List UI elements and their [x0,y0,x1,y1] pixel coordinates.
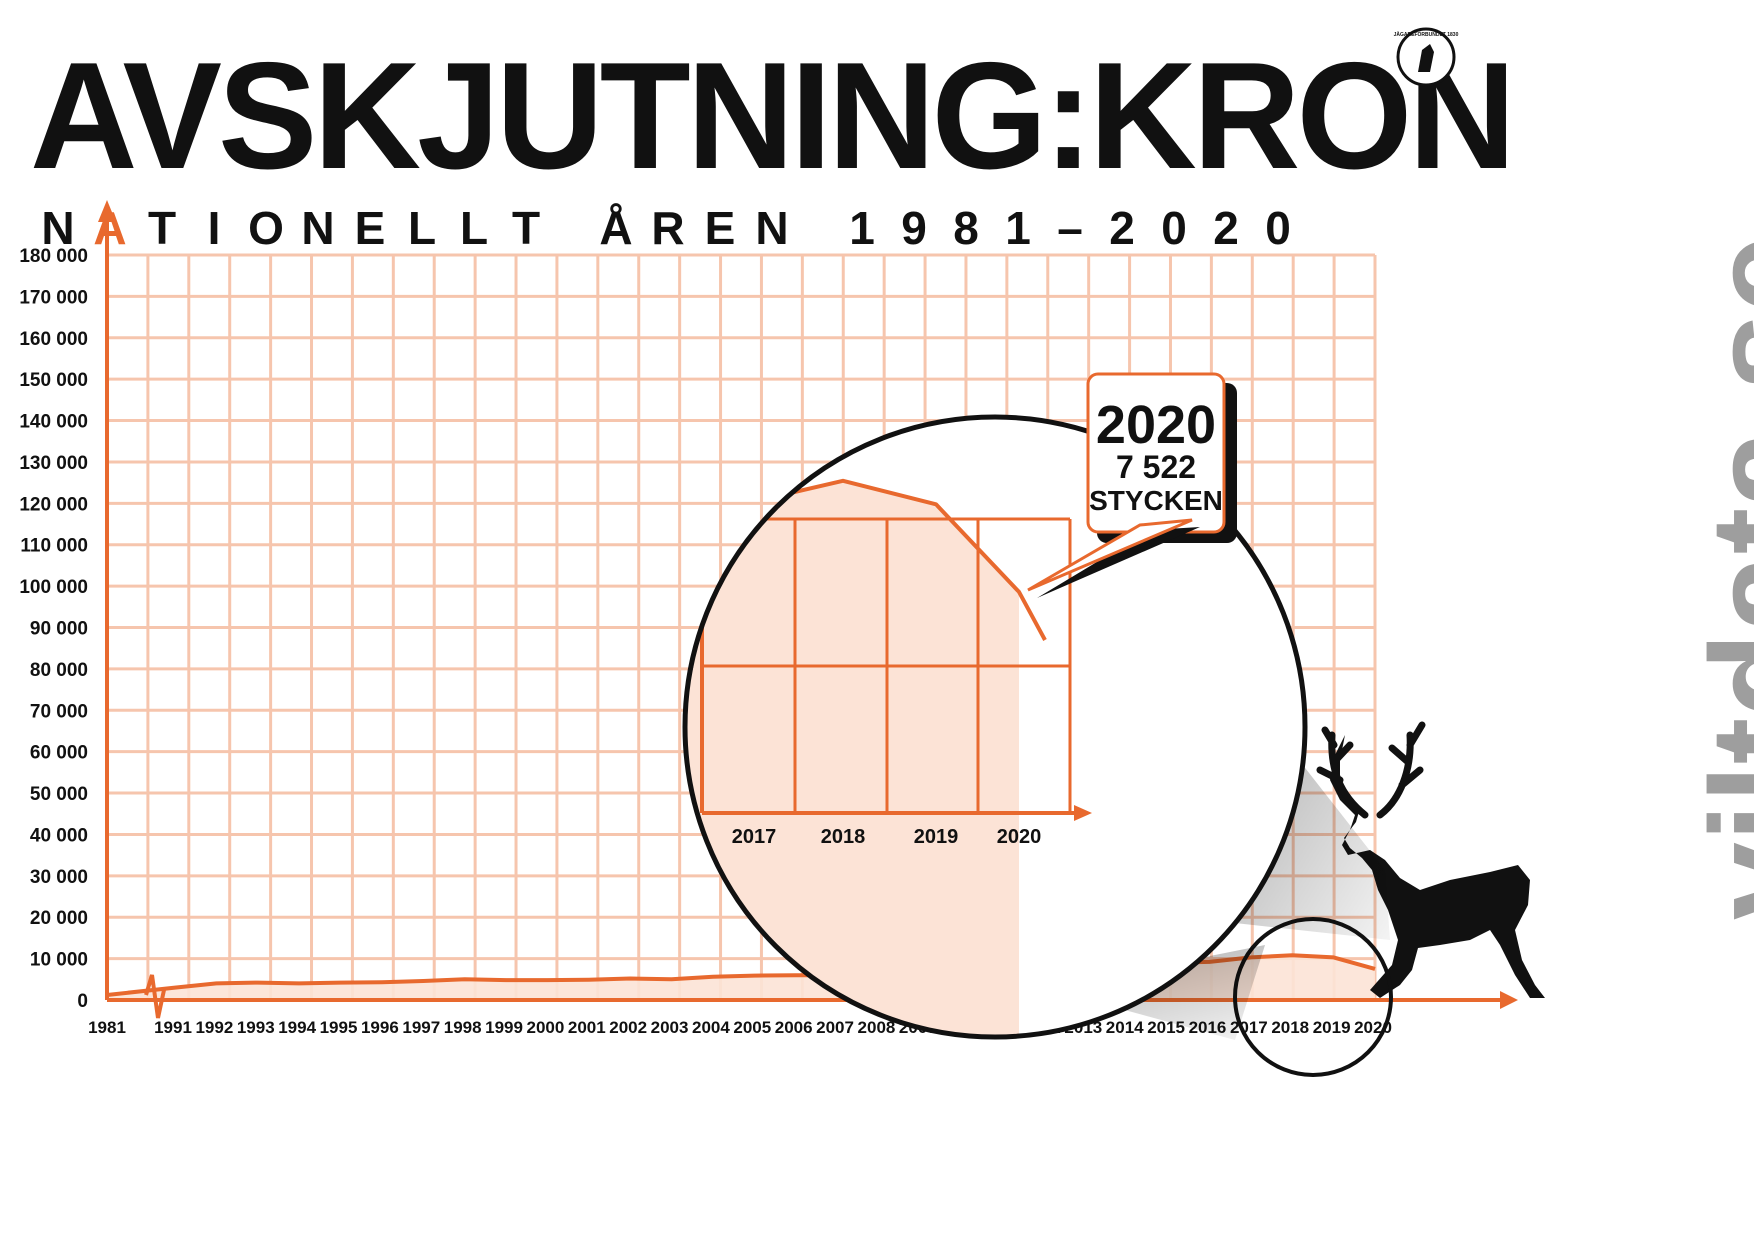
x-axis-arrow [1500,991,1518,1009]
x-tick-label: 2002 [609,1018,647,1037]
y-tick-label: 30 000 [30,867,88,888]
inset-x-arrow [1074,805,1092,821]
y-tick-label: 130 000 [19,453,88,474]
callout-pointer-shadow [1037,527,1200,598]
x-tick-label: 2006 [775,1018,813,1037]
inset-y-tick-label: 10 000 [636,510,694,531]
x-tick-label: 1996 [361,1018,399,1037]
logo-seal: JÄGAREFÖRBUNDET 1830 [1394,27,1459,87]
inset-x-tick-label: 2017 [732,826,777,848]
x-tick-label: 2003 [651,1018,689,1037]
inset-x-tick-label: 2019 [914,826,959,848]
subtitle-word: 1 9 8 1–2 0 2 0 [849,202,1291,254]
y-tick-label: 70 000 [30,701,88,722]
y-tick-label: 170 000 [19,287,88,308]
chart-subtitle: N A T I O N E L L T Å R E N 1 9 8 1–2 0 2 0 [32,205,1304,251]
main-axes [98,200,1518,1019]
inset-y-tick-label: 0 [683,804,694,825]
x-tick-label: 2004 [692,1018,730,1037]
inset-x-tick-label: 2018 [821,826,866,848]
x-tick-label: 2000 [526,1018,564,1037]
y-tick-label: 180 000 [19,246,88,267]
x-tick-label: 1992 [195,1018,233,1037]
x-tick-label: 1991 [154,1018,192,1037]
logo-text: JÄGAREFÖRBUNDET 1830 [1394,31,1459,38]
x-tick-label: 2019 [1313,1018,1351,1037]
big-circle-outline [682,414,1308,1040]
eagle-icon [1418,44,1434,72]
y-axis-arrow [98,200,116,222]
inset-area [685,480,1019,1037]
y-tick-label: 60 000 [30,743,88,764]
y-tick-label: 50 000 [30,784,88,805]
y-tick-label: 10 000 [30,950,88,971]
x-tick-label: 2007 [816,1018,854,1037]
y-tick-label: 100 000 [19,577,88,598]
x-tick-label: 1999 [485,1018,523,1037]
deer-antlers [1316,721,1426,819]
x-tick-label: 2014 [1106,1018,1144,1037]
y-tick-labels: 0 10 000 20 000 30 000 40 000 50 000 60 000 70 … [19,246,88,1012]
x-tick-label: 2008 [858,1018,896,1037]
axis-break [144,974,166,1019]
y-tick-label: 80 000 [30,660,88,681]
y-tick-label: 90 000 [30,619,88,640]
x-tick-label: 2001 [568,1018,606,1037]
x-tick-label: 1995 [320,1018,358,1037]
x-tick-label: 2018 [1271,1018,1309,1037]
callout-year: 2020 [1096,395,1216,455]
x-tick-label: 1997 [402,1018,440,1037]
y-tick-label: 150 000 [19,370,88,391]
callout-unit: STYCKEN [1089,485,1223,516]
zoom-shadow [830,930,1265,1040]
inset-x-tick-label: 2020 [997,826,1042,848]
x-tick-label: 1981 [88,1018,126,1037]
y-tick-label: 110 000 [20,536,88,557]
y-tick-label: 20 000 [30,908,88,929]
y-tick-label: 140 000 [19,412,88,433]
x-tick-label: 1994 [278,1018,316,1037]
x-tick-label: 1998 [444,1018,482,1037]
inset-y-arrow [694,438,710,456]
x-tick-label: 1993 [237,1018,275,1037]
y-tick-label: 160 000 [19,329,88,350]
y-tick-label: 0 [77,991,88,1012]
callout-value: 7 522 [1116,449,1196,485]
x-tick-label: 2005 [733,1018,771,1037]
callout-pointer [1027,518,1193,592]
y-tick-label: 120 000 [19,494,88,515]
y-tick-label: 40 000 [30,825,88,846]
chart-title: AVSKJUTNING:KRON [30,31,1516,201]
